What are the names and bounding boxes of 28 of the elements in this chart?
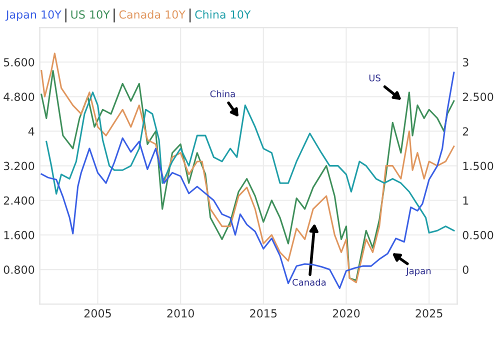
annotation: Japan bbox=[406, 268, 431, 276]
y-tick-label: 5.600 bbox=[4, 58, 34, 66]
line-series bbox=[46, 92, 455, 234]
y-tick-label: 2.400 bbox=[4, 196, 34, 205]
y2-tick-label: 2 bbox=[462, 127, 468, 136]
x-tick-label: 2025 bbox=[416, 309, 442, 318]
y2-tick-label: 1 bbox=[463, 196, 468, 205]
y-tick-label: 4 bbox=[28, 127, 34, 136]
annotation: China bbox=[210, 90, 235, 98]
y-tick-label: 0.800 bbox=[4, 266, 34, 274]
y2-tick-label: 3 bbox=[462, 58, 468, 66]
text: Canada 10Y bbox=[119, 10, 186, 19]
annotation: US bbox=[369, 74, 380, 82]
y2-tick-label: 1.500 bbox=[463, 162, 494, 170]
annotation: Canada bbox=[292, 278, 326, 286]
y2-tick-label: 2.500 bbox=[462, 92, 494, 102]
x-tick-label: 2005 bbox=[84, 309, 111, 318]
y-tick-label: 3.200 bbox=[4, 162, 34, 170]
y2-tick-label: 0.500 bbox=[462, 230, 494, 240]
x-tick-label: 2020 bbox=[332, 309, 360, 318]
y2-tick-label: 0 bbox=[462, 266, 468, 274]
x-tick-label: 2015 bbox=[250, 309, 277, 318]
y-tick-label: 4.800 bbox=[4, 92, 34, 102]
y-tick-label: 1.600 bbox=[4, 230, 34, 240]
text: Japan 10Y bbox=[5, 10, 62, 21]
text: China 10Y bbox=[195, 10, 251, 19]
text: US 10Y bbox=[71, 10, 110, 19]
x-tick-label: 2010 bbox=[167, 309, 194, 318]
